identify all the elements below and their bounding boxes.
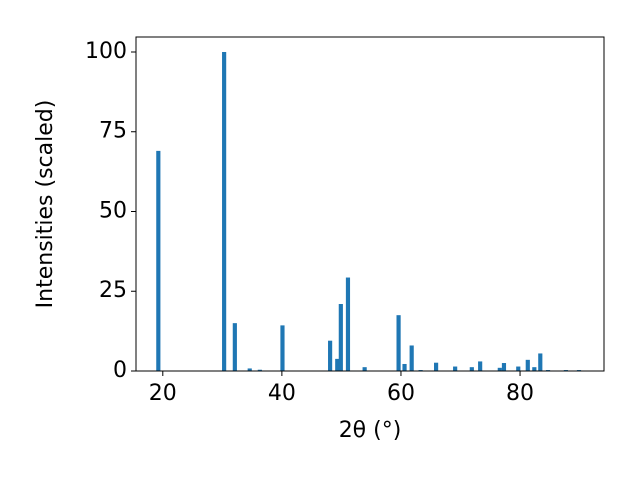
bar [247, 368, 252, 371]
plot-frame [135, 36, 605, 372]
bar [402, 363, 407, 371]
bar [156, 150, 161, 371]
bar [497, 367, 502, 371]
bar [501, 363, 507, 371]
bar [532, 367, 537, 371]
y-tick-label: 100 [85, 39, 127, 64]
x-tick-label: 40 [268, 381, 296, 406]
x-tick-label: 60 [387, 381, 415, 406]
bar [345, 277, 351, 371]
y-tick-label: 75 [99, 119, 127, 144]
bar [453, 366, 458, 371]
bar [280, 325, 285, 371]
bar [328, 340, 333, 371]
y-tick-label: 0 [113, 358, 127, 383]
bar [335, 358, 340, 371]
bar [434, 362, 439, 371]
bar [538, 353, 543, 371]
bar [362, 367, 367, 371]
bar [478, 361, 483, 371]
x-tick-label: 20 [149, 381, 177, 406]
bar [396, 315, 401, 371]
bar [338, 304, 343, 371]
x-axis-label: 2θ (°) [339, 418, 402, 443]
y-axis-label: Intensities (scaled) [33, 100, 58, 309]
bar [232, 323, 237, 371]
bar [516, 366, 521, 371]
y-tick-label: 50 [99, 198, 127, 223]
y-tick-label: 25 [99, 278, 127, 303]
bar [222, 51, 227, 371]
bar [469, 367, 474, 371]
bar [257, 369, 262, 371]
x-tick-label: 80 [506, 381, 534, 406]
bar [409, 345, 414, 371]
bar [525, 359, 530, 371]
